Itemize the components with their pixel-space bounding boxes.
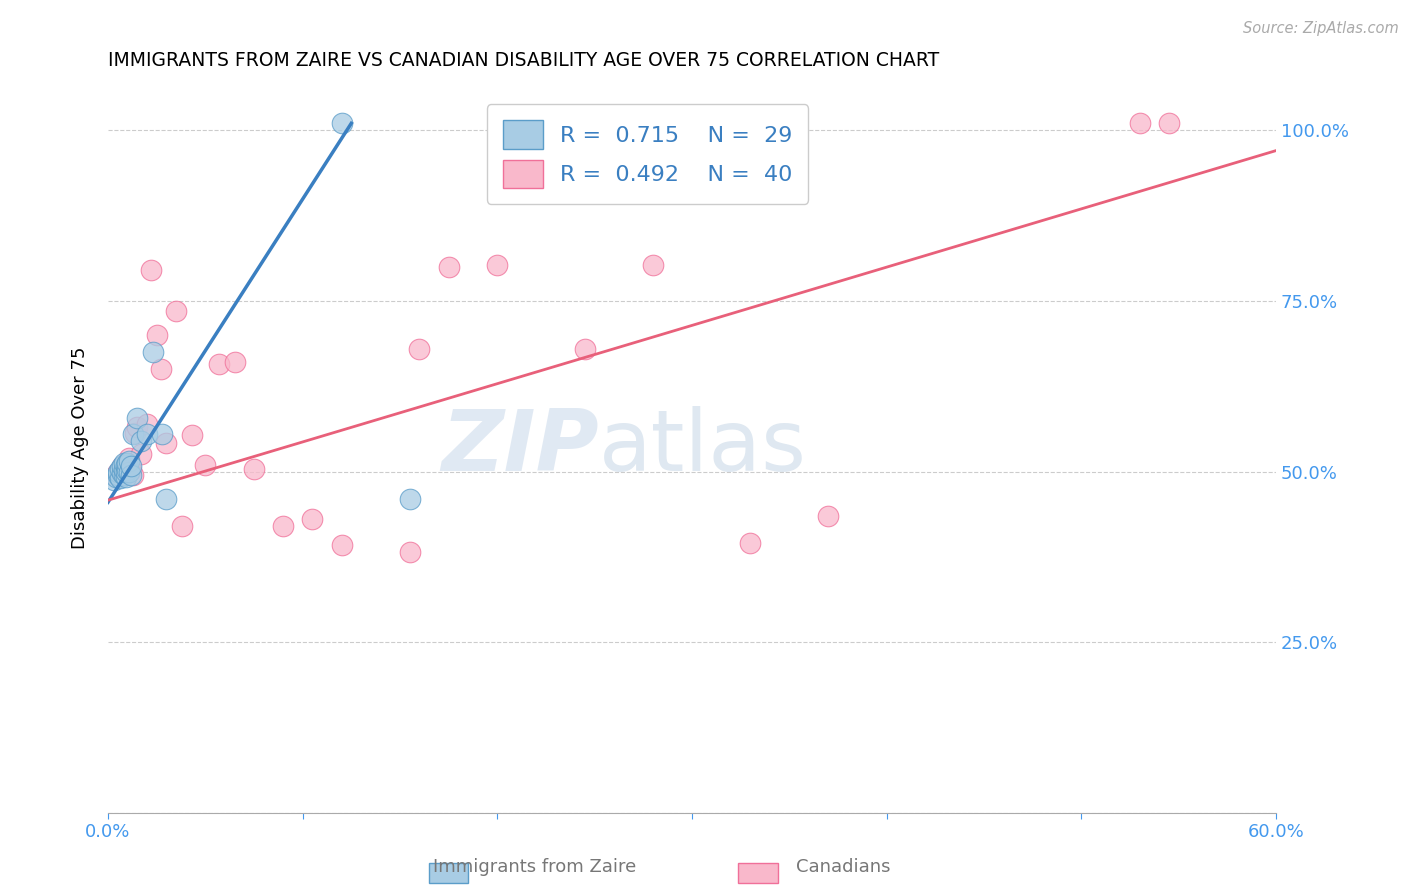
Point: [194, 458, 217, 472]
Point: [149, 362, 172, 376]
Point: [110, 458, 132, 473]
Point: [107, 465, 129, 479]
Point: [120, 458, 142, 473]
Point: [170, 519, 193, 533]
Point: [574, 342, 596, 356]
Text: atlas: atlas: [599, 406, 807, 489]
Point: [122, 427, 145, 442]
Point: [112, 456, 135, 470]
Point: [301, 512, 323, 526]
Point: [135, 417, 157, 431]
Text: Immigrants from Zaire: Immigrants from Zaire: [433, 858, 636, 876]
Point: [114, 470, 136, 484]
Point: [108, 471, 131, 485]
Point: [145, 328, 167, 343]
Point: [107, 465, 129, 479]
Point: [118, 454, 141, 468]
Point: [139, 263, 162, 277]
Point: [108, 465, 131, 479]
Point: [398, 545, 420, 559]
Point: [120, 467, 142, 482]
Point: [117, 456, 139, 470]
Point: [641, 258, 664, 272]
Point: [398, 491, 420, 506]
Point: [155, 491, 177, 506]
Point: [180, 428, 202, 442]
Point: [124, 425, 146, 440]
Point: [243, 462, 266, 476]
Point: [117, 458, 139, 472]
Point: [671, 116, 693, 130]
Point: [127, 411, 149, 425]
Point: [120, 463, 142, 477]
Point: [129, 434, 152, 448]
Text: Source: ZipAtlas.com: Source: ZipAtlas.com: [1243, 21, 1399, 36]
Point: [135, 427, 157, 442]
Point: [330, 116, 353, 130]
Point: [208, 357, 231, 371]
Point: [103, 473, 125, 487]
Point: [127, 420, 149, 434]
Point: [117, 463, 139, 477]
Point: [110, 466, 132, 480]
Point: [118, 450, 141, 465]
Point: [817, 508, 839, 523]
Point: [114, 458, 136, 472]
Text: ZIP: ZIP: [441, 406, 599, 489]
Point: [486, 258, 509, 272]
Point: [112, 467, 135, 482]
Point: [740, 536, 762, 550]
Point: [165, 304, 187, 318]
Legend: R =  0.715    N =  29, R =  0.492    N =  40: R = 0.715 N = 29, R = 0.492 N = 40: [486, 104, 808, 203]
Point: [108, 462, 131, 476]
Point: [104, 467, 127, 482]
Point: [107, 467, 129, 482]
Point: [104, 470, 127, 484]
Text: Canadians: Canadians: [796, 858, 891, 876]
Y-axis label: Disability Age Over 75: Disability Age Over 75: [72, 346, 89, 549]
Point: [112, 463, 135, 477]
Point: [271, 519, 294, 533]
Text: IMMIGRANTS FROM ZAIRE VS CANADIAN DISABILITY AGE OVER 75 CORRELATION CHART: IMMIGRANTS FROM ZAIRE VS CANADIAN DISABI…: [108, 51, 939, 70]
Point: [224, 355, 246, 369]
Point: [700, 116, 723, 130]
Point: [122, 467, 145, 482]
Point: [118, 465, 141, 479]
Point: [152, 427, 174, 442]
Point: [129, 447, 152, 461]
Point: [408, 342, 430, 356]
Point: [112, 463, 135, 477]
Point: [330, 538, 353, 552]
Point: [155, 435, 177, 450]
Point: [110, 458, 132, 473]
Point: [142, 345, 165, 359]
Point: [114, 465, 136, 479]
Point: [1129, 116, 1152, 130]
Point: [114, 467, 136, 482]
Point: [437, 260, 460, 274]
Point: [1157, 116, 1180, 130]
